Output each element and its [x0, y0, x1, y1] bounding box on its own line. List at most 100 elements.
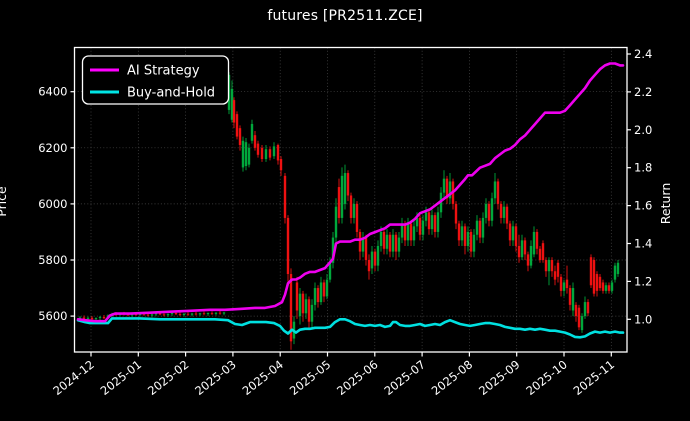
date-tick-label: 2025-03 [192, 357, 238, 398]
candle-body [178, 314, 182, 315]
price-tick-label: 6200 [38, 141, 67, 155]
legend-label: AI Strategy [127, 64, 200, 79]
candle-body [162, 314, 166, 316]
candle-body [346, 173, 350, 196]
candle-body [182, 313, 186, 315]
candle-body [472, 234, 476, 252]
candle-body [190, 313, 194, 315]
candle-body [592, 260, 596, 294]
return-tick-label: 1.6 [634, 199, 652, 213]
candle-body [502, 206, 506, 218]
candle-body [577, 307, 581, 328]
candle-body [409, 223, 413, 241]
candle-body [283, 175, 287, 218]
candle-body [247, 147, 251, 165]
candle-body [276, 144, 280, 161]
candle-body [358, 231, 362, 252]
return-tick-label: 1.0 [634, 312, 652, 326]
candle-body [295, 282, 299, 311]
candle-body [403, 223, 407, 241]
candle-body [90, 317, 94, 320]
candle-body [174, 313, 178, 315]
candle-body [170, 313, 174, 315]
return-tick-label: 2.4 [634, 47, 652, 61]
candle-body [328, 262, 332, 280]
candle-body [268, 149, 272, 158]
candle-body [256, 143, 260, 155]
candle-body [466, 231, 470, 246]
candle-body [361, 237, 365, 252]
date-tick-label: 2025-06 [334, 357, 380, 398]
candle-body [352, 203, 356, 218]
candle-body [244, 142, 248, 167]
candle-body [514, 226, 518, 246]
candle-body [241, 140, 245, 168]
candle-body [589, 257, 593, 286]
candle-body [520, 240, 524, 258]
date-tick-label: 2024-12 [50, 357, 96, 398]
candle-body [340, 175, 344, 218]
candle-body [202, 313, 206, 315]
price-tick-label: 5600 [38, 309, 67, 323]
date-tick-label: 2025-04 [240, 357, 286, 398]
candle-body [376, 245, 380, 266]
candle-body [355, 203, 359, 232]
candle-body [260, 147, 264, 160]
candle-body [250, 123, 254, 141]
candle-body [535, 231, 539, 249]
candle-body [478, 220, 482, 238]
candle-body [272, 146, 276, 157]
return-tick-label: 1.2 [634, 274, 652, 288]
candle-body [154, 313, 158, 315]
price-tick-label: 6000 [38, 197, 67, 211]
candle-body [343, 173, 347, 204]
candle-body [349, 195, 353, 218]
candle-body [279, 159, 283, 171]
candle-body [238, 128, 242, 145]
candle-body [415, 217, 419, 227]
candle-body [574, 304, 578, 317]
candle-body [210, 313, 214, 314]
plot-border [73, 46, 628, 353]
date-tick-label: 2025-05 [287, 357, 333, 398]
date-tick-label: 2025-09 [476, 357, 522, 398]
candle-body [424, 212, 428, 221]
return-tick-label: 1.4 [634, 237, 652, 251]
candle-body [616, 262, 620, 275]
candle-body [433, 215, 437, 232]
candle-body [532, 231, 536, 255]
candle-body [463, 226, 467, 246]
candle-body [511, 226, 515, 241]
return-tick-label: 2.2 [634, 85, 652, 99]
candle-body [454, 203, 458, 224]
candle-body [370, 251, 374, 269]
candle-body [499, 203, 503, 218]
candle-body [517, 245, 521, 258]
date-tick-label: 2025-11 [571, 357, 617, 398]
candle-body [601, 282, 605, 291]
candle-body [556, 262, 560, 277]
price-tick-label: 6400 [38, 85, 67, 99]
candle-body [487, 203, 491, 221]
candle-body [313, 288, 317, 305]
candle-body [82, 317, 86, 319]
candle-body [541, 243, 545, 260]
candle-body [214, 312, 218, 314]
candle-body [307, 299, 311, 322]
candle-body [538, 248, 542, 260]
return-tick-label: 2.0 [634, 123, 652, 137]
chart-title: futures [PR2511.ZCE] [267, 8, 423, 24]
candle-body [319, 282, 323, 303]
candle-body [547, 260, 551, 272]
candle-body [235, 114, 239, 137]
candle-body [98, 316, 102, 319]
candle-body [222, 312, 226, 314]
candle-body [412, 226, 416, 241]
candle-body [331, 237, 335, 263]
candle-body [382, 231, 386, 249]
candle-body [322, 282, 326, 297]
candle-body [598, 276, 602, 289]
candle-body [529, 245, 533, 266]
candle-body [232, 100, 236, 123]
